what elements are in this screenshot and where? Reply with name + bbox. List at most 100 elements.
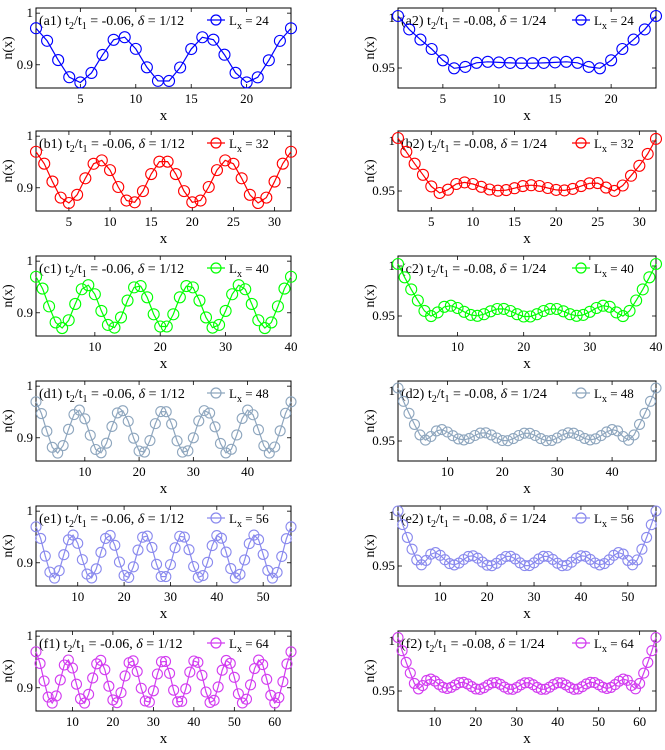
data-point bbox=[46, 175, 59, 188]
data-point bbox=[225, 563, 237, 575]
legend-value: = 24 bbox=[607, 13, 634, 28]
data-point bbox=[571, 56, 584, 69]
data-point bbox=[146, 541, 158, 554]
data-point bbox=[273, 691, 285, 704]
data-point bbox=[639, 407, 651, 419]
y-tick-label: 1 bbox=[27, 253, 34, 268]
data-point bbox=[115, 687, 127, 699]
data-point bbox=[57, 439, 69, 452]
data-point bbox=[403, 23, 416, 36]
x-tick-label: 20 bbox=[118, 589, 131, 604]
data-point bbox=[517, 310, 530, 323]
data-point bbox=[594, 559, 606, 571]
subscript: 2 bbox=[431, 21, 436, 32]
data-point bbox=[525, 179, 538, 192]
data-point bbox=[593, 62, 606, 75]
data-point bbox=[91, 658, 103, 670]
x-tick-label: 15 bbox=[185, 91, 198, 106]
x-tick-label: 40 bbox=[551, 714, 564, 729]
series-line bbox=[397, 263, 657, 318]
data-point bbox=[133, 445, 145, 457]
data-point bbox=[86, 572, 98, 584]
data-point bbox=[95, 546, 107, 558]
data-point bbox=[196, 31, 209, 44]
data-point bbox=[229, 66, 242, 79]
y-tick-label: 1 bbox=[27, 628, 34, 643]
data-point bbox=[245, 297, 258, 311]
data-point bbox=[50, 690, 62, 702]
x-tick-label: 30 bbox=[268, 214, 281, 229]
data-point bbox=[405, 283, 418, 296]
data-point bbox=[584, 434, 596, 446]
data-point bbox=[219, 304, 232, 317]
subscript: 1 bbox=[82, 269, 87, 280]
legend-value: = 24 bbox=[242, 13, 269, 28]
data-point bbox=[38, 157, 51, 170]
data-point bbox=[140, 61, 153, 74]
x-tick-label: 40 bbox=[285, 339, 298, 354]
data-point bbox=[180, 279, 193, 293]
legend-entry: Lx = 56 bbox=[229, 511, 269, 530]
x-tick-label: 40 bbox=[241, 464, 254, 479]
y-tick-label: 1 bbox=[27, 378, 34, 393]
data-point bbox=[166, 418, 178, 430]
panel-label: (d2) t bbox=[401, 387, 432, 402]
data-point bbox=[583, 305, 596, 318]
ratio-value: = -0.06, bbox=[88, 387, 139, 402]
data-point bbox=[533, 179, 546, 193]
annotation-text: /t bbox=[436, 262, 444, 277]
legend-entry: Lx = 64 bbox=[594, 636, 634, 655]
data-point bbox=[83, 688, 95, 700]
legend-value: = 32 bbox=[607, 136, 634, 151]
panel-label: (f1) t bbox=[39, 637, 67, 652]
data-point bbox=[62, 314, 75, 327]
data-point bbox=[213, 318, 226, 331]
legend-symbol: L bbox=[594, 13, 602, 28]
data-point bbox=[452, 433, 464, 445]
x-tick-label: 20 bbox=[517, 339, 530, 354]
annotation-text: /t bbox=[437, 137, 445, 152]
data-point bbox=[239, 554, 251, 566]
subscript: 2 bbox=[431, 519, 436, 530]
data-point bbox=[474, 427, 486, 439]
data-point bbox=[63, 423, 75, 435]
data-point bbox=[137, 531, 149, 543]
data-point bbox=[87, 672, 99, 684]
x-tick-label: 30 bbox=[551, 464, 564, 479]
data-point bbox=[185, 42, 198, 56]
data-point bbox=[650, 631, 662, 644]
data-point bbox=[425, 42, 438, 56]
data-point bbox=[151, 668, 163, 680]
axes-frame bbox=[397, 130, 657, 212]
annotation-text: /t bbox=[434, 637, 442, 652]
panel-annotation: (b1) t2/t1 = -0.06, δ = 1/12 bbox=[39, 137, 185, 155]
x-tick-label: 5 bbox=[66, 214, 73, 229]
data-point bbox=[209, 421, 221, 433]
data-point bbox=[645, 519, 657, 531]
subscript: 2 bbox=[70, 394, 75, 405]
data-point bbox=[551, 432, 563, 444]
data-point bbox=[590, 301, 603, 315]
subscript: 2 bbox=[70, 144, 75, 155]
data-point bbox=[95, 654, 107, 666]
data-point bbox=[168, 684, 180, 696]
data-point bbox=[232, 688, 244, 700]
data-point bbox=[239, 283, 252, 296]
annotation-text: /t bbox=[436, 14, 444, 29]
data-point bbox=[605, 54, 618, 67]
delta-symbol: δ bbox=[501, 387, 508, 402]
data-point bbox=[437, 681, 449, 693]
x-tick-label: 20 bbox=[496, 464, 509, 479]
x-tick-label: 40 bbox=[210, 589, 223, 604]
data-point bbox=[609, 679, 621, 691]
ratio-value: = -0.06, bbox=[87, 262, 138, 277]
axes-frame bbox=[397, 505, 657, 587]
data-point bbox=[450, 177, 463, 191]
data-point bbox=[30, 396, 42, 408]
data-point bbox=[563, 308, 577, 321]
x-axis-label: x bbox=[160, 481, 168, 497]
data-point bbox=[42, 691, 54, 703]
x-tick-label: 30 bbox=[147, 714, 160, 729]
legend-marker bbox=[210, 637, 222, 649]
